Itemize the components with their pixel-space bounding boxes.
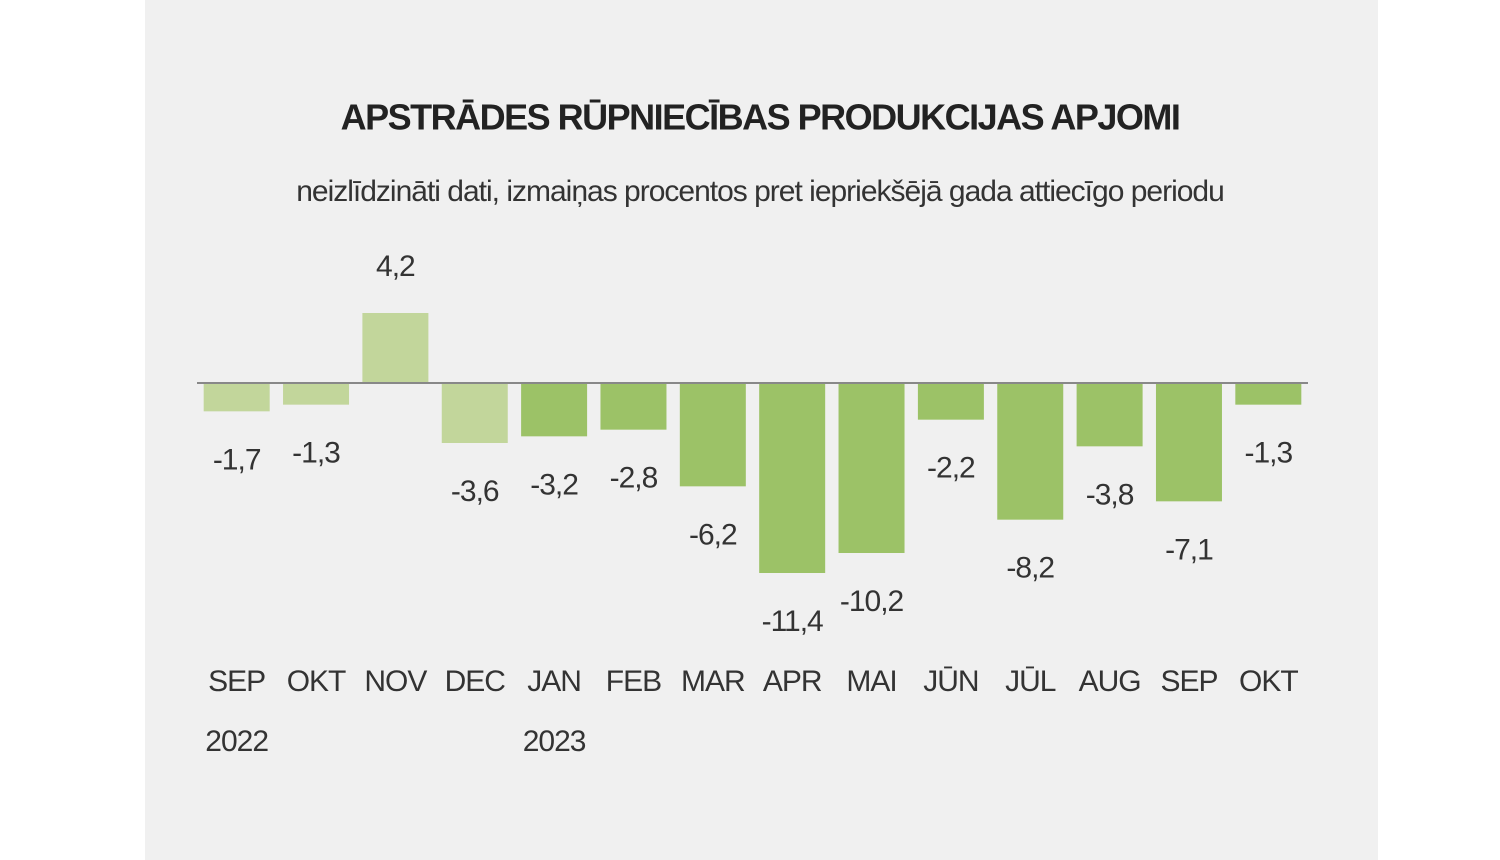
value-label: -2,8 [610,462,658,495]
x-tick-label: JŪL [1005,665,1056,698]
value-label: -3,6 [451,475,499,508]
value-label: -3,2 [530,468,578,501]
x-tick-label: DEC [445,665,506,698]
value-label: -10,2 [840,585,904,618]
x-tick-label: NOV [364,665,427,698]
value-label: -2,2 [927,452,975,485]
bar [203,383,270,412]
bar [679,383,746,487]
bar [917,383,984,420]
x-tick-label: SEP [208,665,265,698]
value-label: -11,4 [762,605,823,638]
x-tick-year: 2023 [523,725,586,758]
x-tick-label: JAN [527,665,581,698]
x-tick-label: FEB [606,665,661,698]
x-tick-label: MAI [846,665,896,698]
chart-title: APSTRĀDES RŪPNIECĪBAS PRODUKCIJAS APJOMI [341,97,1180,138]
value-label: -1,3 [1244,437,1292,470]
x-tick-label: AUG [1079,665,1141,698]
bar [1155,383,1222,502]
value-label: -6,2 [689,518,737,551]
x-tick-label: OKT [287,665,346,698]
bar [838,383,905,553]
x-tick-label: JŪN [923,665,978,698]
value-label: -8,2 [1006,552,1054,585]
x-tick-label: APR [763,665,822,698]
x-tick-year: 2022 [205,725,268,758]
plot-area: SEP 2022 -1,7 OKT -1,3 NOV 4,2 DEC -3,6 JAN 2023 -3… [203,250,1302,758]
value-label: -1,3 [292,437,340,470]
x-tick-label: MAR [681,665,745,698]
value-label: 4,2 [376,250,415,283]
bar [1235,383,1302,405]
bar [441,383,508,443]
value-label: -1,7 [213,443,261,476]
x-tick-label: OKT [1239,665,1298,698]
bar [997,383,1064,520]
x-tick-label: SEP [1160,665,1217,698]
bar [521,383,588,437]
bar [600,383,667,430]
value-label: -3,8 [1086,478,1134,511]
bar [362,313,429,383]
value-label: -7,1 [1165,533,1213,566]
bar [1076,383,1143,447]
bar [283,383,350,405]
chart-subtitle: neizlīdzināti dati, izmaiņas procentos p… [296,175,1224,208]
bar [759,383,826,573]
